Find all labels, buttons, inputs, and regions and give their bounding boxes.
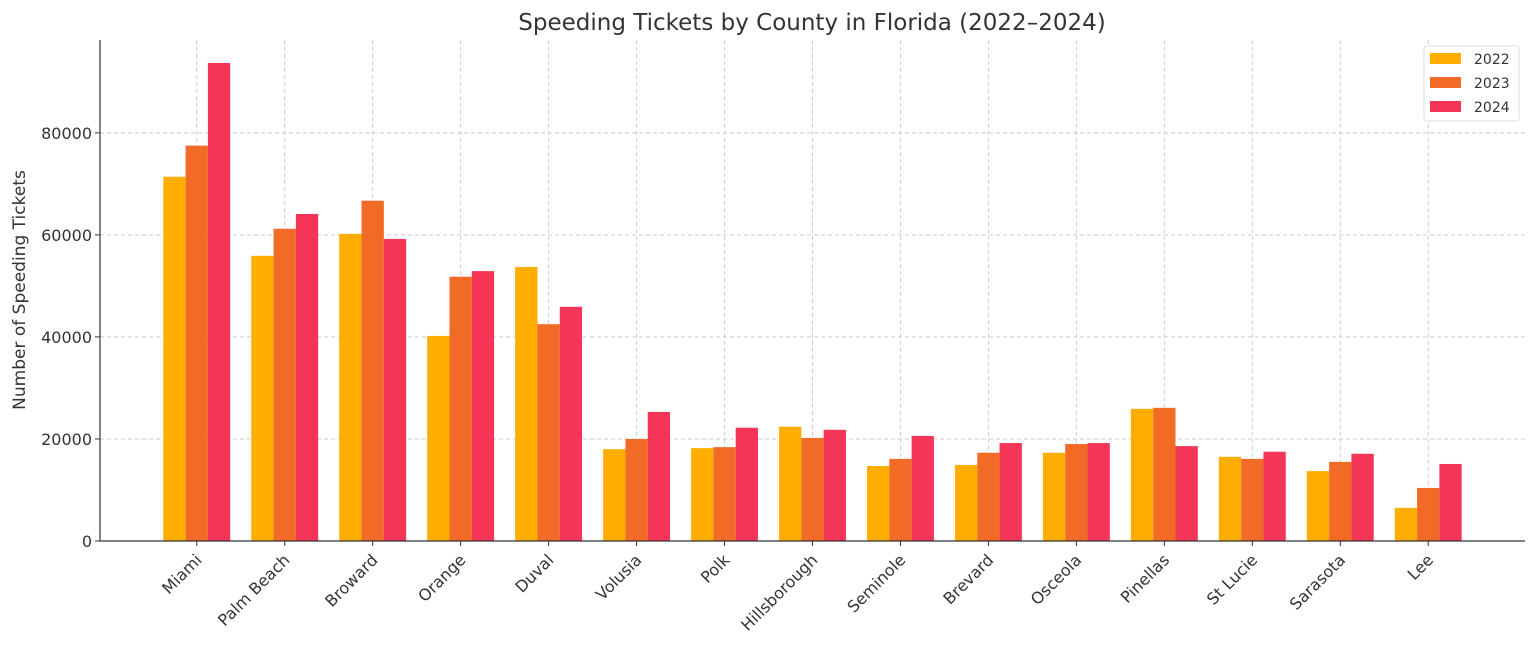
bar-2024-broward	[383, 238, 407, 541]
bar-2023-sarasota	[1329, 461, 1352, 541]
bar-2022-brevard	[954, 464, 978, 541]
x-tick-label: Polk	[697, 550, 734, 587]
bar-2022-duval	[515, 267, 538, 541]
y-tick-label: 0	[82, 532, 92, 551]
bar-2023-palm-beach	[273, 228, 296, 541]
bar-2023-orange	[449, 276, 472, 541]
bar-2022-seminole	[867, 466, 890, 541]
x-tick-label: Pinellas	[1117, 550, 1173, 606]
x-tick-label: Palm Beach	[214, 550, 293, 629]
bar-2022-lee	[1394, 507, 1418, 541]
bar-2023-polk	[713, 447, 736, 541]
bar-2022-volusia	[603, 449, 626, 541]
legend-label: 2022	[1474, 52, 1510, 68]
bar-2023-pinellas	[1153, 407, 1176, 541]
bar-2023-seminole	[889, 458, 912, 541]
bar-2023-duval	[537, 324, 560, 541]
bar-2024-volusia	[647, 411, 671, 541]
bar-2022-osceola	[1042, 452, 1066, 541]
x-tick-label: Orange	[414, 550, 469, 605]
bar-2022-polk	[691, 448, 714, 541]
y-tick-label: 80000	[41, 124, 92, 143]
bar-2024-miami	[207, 62, 231, 541]
x-tick-label: Broward	[321, 550, 381, 610]
bar-2024-polk	[735, 427, 758, 541]
bar-2024-duval	[559, 306, 583, 541]
bar-2024-orange	[471, 271, 495, 541]
x-tick-label: Volusia	[592, 550, 646, 604]
bar-2024-lee	[1439, 463, 1462, 541]
x-tick-label: Seminole	[843, 550, 909, 616]
bar-2023-volusia	[625, 438, 648, 541]
x-tick-label: Brevard	[939, 550, 997, 608]
bar-2023-brevard	[977, 452, 1000, 541]
bar-2022-st-lucie	[1218, 456, 1242, 541]
bar-2022-sarasota	[1306, 471, 1330, 541]
legend-label: 2024	[1474, 100, 1510, 116]
bar-2023-miami	[185, 145, 208, 541]
bar-2024-seminole	[911, 435, 934, 541]
bar-2023-hillsborough	[801, 437, 824, 541]
legend-swatch	[1430, 53, 1461, 64]
bar-2024-st-lucie	[1263, 451, 1286, 541]
x-tick-label: Sarasota	[1286, 550, 1349, 613]
y-tick-label: 60000	[41, 226, 92, 245]
y-tick-label: 20000	[41, 430, 92, 449]
y-tick-label: 40000	[41, 328, 92, 347]
x-tick-label: Hillsborough	[737, 550, 821, 634]
x-tick-label: Duval	[511, 550, 557, 596]
bars	[163, 62, 1462, 541]
bar-2022-palm-beach	[251, 255, 274, 541]
x-tick-label: Osceola	[1027, 550, 1085, 608]
bar-2022-miami	[163, 176, 186, 541]
bar-2023-st-lucie	[1241, 458, 1264, 541]
legend-swatch	[1430, 101, 1461, 112]
legend: 2022 2023 2024	[1423, 45, 1520, 122]
bar-2024-sarasota	[1351, 453, 1374, 541]
legend-swatch	[1430, 77, 1461, 88]
bar-2024-palm-beach	[295, 213, 319, 541]
bar-2023-osceola	[1065, 444, 1088, 541]
x-tick-label: Miami	[158, 550, 205, 597]
bar-2024-brevard	[999, 443, 1022, 541]
legend-label: 2023	[1474, 76, 1510, 92]
bar-2023-lee	[1417, 487, 1440, 541]
bar-2022-orange	[427, 335, 450, 541]
bar-2023-broward	[361, 200, 384, 541]
bar-2024-pinellas	[1175, 446, 1198, 541]
x-tick-label: Lee	[1404, 550, 1437, 583]
x-tick-label: St Lucie	[1203, 550, 1261, 608]
chart-title: Speeding Tickets by County in Florida (2…	[518, 10, 1105, 36]
bar-2022-hillsborough	[779, 426, 802, 541]
bar-2024-osceola	[1087, 443, 1110, 541]
bar-2022-pinellas	[1130, 408, 1154, 541]
bar-2022-broward	[339, 233, 362, 541]
bar-2024-hillsborough	[823, 429, 846, 541]
y-axis-label: Number of Speeding Tickets	[10, 170, 30, 410]
